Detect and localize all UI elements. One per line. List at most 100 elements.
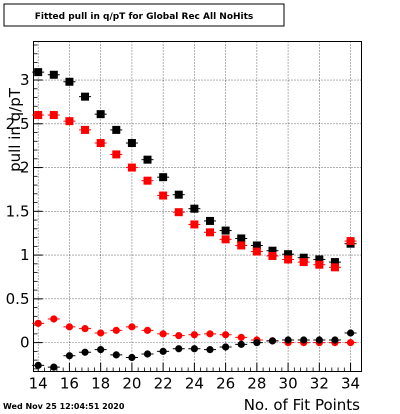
x-tick-label: 32 [310,375,329,393]
data-point [96,110,105,119]
data-point [268,251,277,260]
y-tick-label: 2 [20,159,30,177]
data-point [128,353,136,362]
y-axis: 0 0.5 1 1.5 2 2.5 3 [6,44,43,370]
data-point [331,336,339,344]
data-point [206,330,214,338]
data-point [81,125,90,134]
data-point [50,363,58,371]
data-point [81,325,89,333]
data-point [346,237,355,246]
data-point [65,323,74,331]
data-point [127,139,136,148]
x-tick-label: 26 [216,375,235,393]
data-point [237,234,246,243]
data-point [159,191,168,200]
data-point [252,241,261,250]
data-point [190,331,198,339]
data-point [34,361,42,369]
data-point [221,226,230,235]
data-point [205,216,214,225]
series-3 [32,315,357,347]
y-tick-label: 3 [20,71,30,89]
data-point [174,208,183,217]
title-box [3,3,285,27]
data-point [81,348,89,356]
data-point [143,350,152,358]
data-point [300,336,308,344]
data-point [34,319,42,327]
data-point [174,190,183,199]
data-point [206,346,214,354]
x-tick-label: 30 [279,375,298,393]
data-point [268,337,277,345]
series-4 [32,329,357,371]
data-point [49,111,58,120]
x-tick-label: 18 [91,375,110,393]
data-point [49,70,58,79]
x-axis: 14 16 18 20 22 24 26 28 30 32 34 [29,362,360,393]
data-point [112,125,121,134]
data-point [299,253,308,262]
data-point [237,333,245,341]
data-point [65,117,74,126]
data-point [222,331,230,339]
series-layer [32,68,357,371]
data-point [34,68,43,77]
x-tick-label: 22 [154,375,173,393]
data-point [284,255,293,264]
data-point [315,336,323,344]
data-point [190,204,199,213]
data-point [143,176,152,185]
x-axis-title: No. of Fit Points [244,396,360,414]
chart-title: Fitted pull in q/pT for Global Rec All N… [35,12,254,22]
data-point [330,263,339,272]
data-point [175,345,183,353]
data-point [50,315,58,323]
data-point [96,139,105,148]
series-2 [32,111,357,272]
y-tick-label: 0 [20,334,30,352]
data-point [175,332,183,340]
x-tick-label: 20 [122,375,141,393]
y-tick-label: 0.5 [6,290,30,308]
data-point [65,77,74,86]
data-point [268,246,277,255]
data-point [112,326,120,334]
data-point [81,92,90,101]
data-point [299,258,308,267]
x-tick-label: 14 [29,375,48,393]
data-point [97,346,105,354]
data-point [205,228,214,237]
y-axis-title: pull in q/pT [6,87,24,172]
data-point [315,255,324,264]
data-point [315,260,324,269]
data-point [112,351,120,359]
data-point [159,173,168,182]
timestamp: Wed Nov 25 12:04:51 2020 [3,402,125,411]
data-point [330,258,339,267]
data-point [221,235,230,244]
data-point [128,323,136,331]
x-tick-label: 16 [60,375,79,393]
x-tick-label: 28 [247,375,266,393]
data-point [97,329,105,337]
data-point [284,336,292,344]
data-point [190,345,198,353]
x-tick-label: 34 [341,375,360,393]
data-point [159,330,167,338]
y-tick-label: 1.5 [6,202,30,220]
data-point [237,340,245,348]
data-point [190,220,199,229]
data-point [252,247,261,256]
data-point [143,155,152,164]
data-point [346,329,355,337]
y-tick-label: 2.5 [6,115,30,133]
y-tick-label: 1 [20,246,30,264]
data-point [284,250,293,259]
data-point [127,163,136,172]
data-point [253,339,261,347]
data-point [112,150,121,159]
data-point [222,343,230,351]
